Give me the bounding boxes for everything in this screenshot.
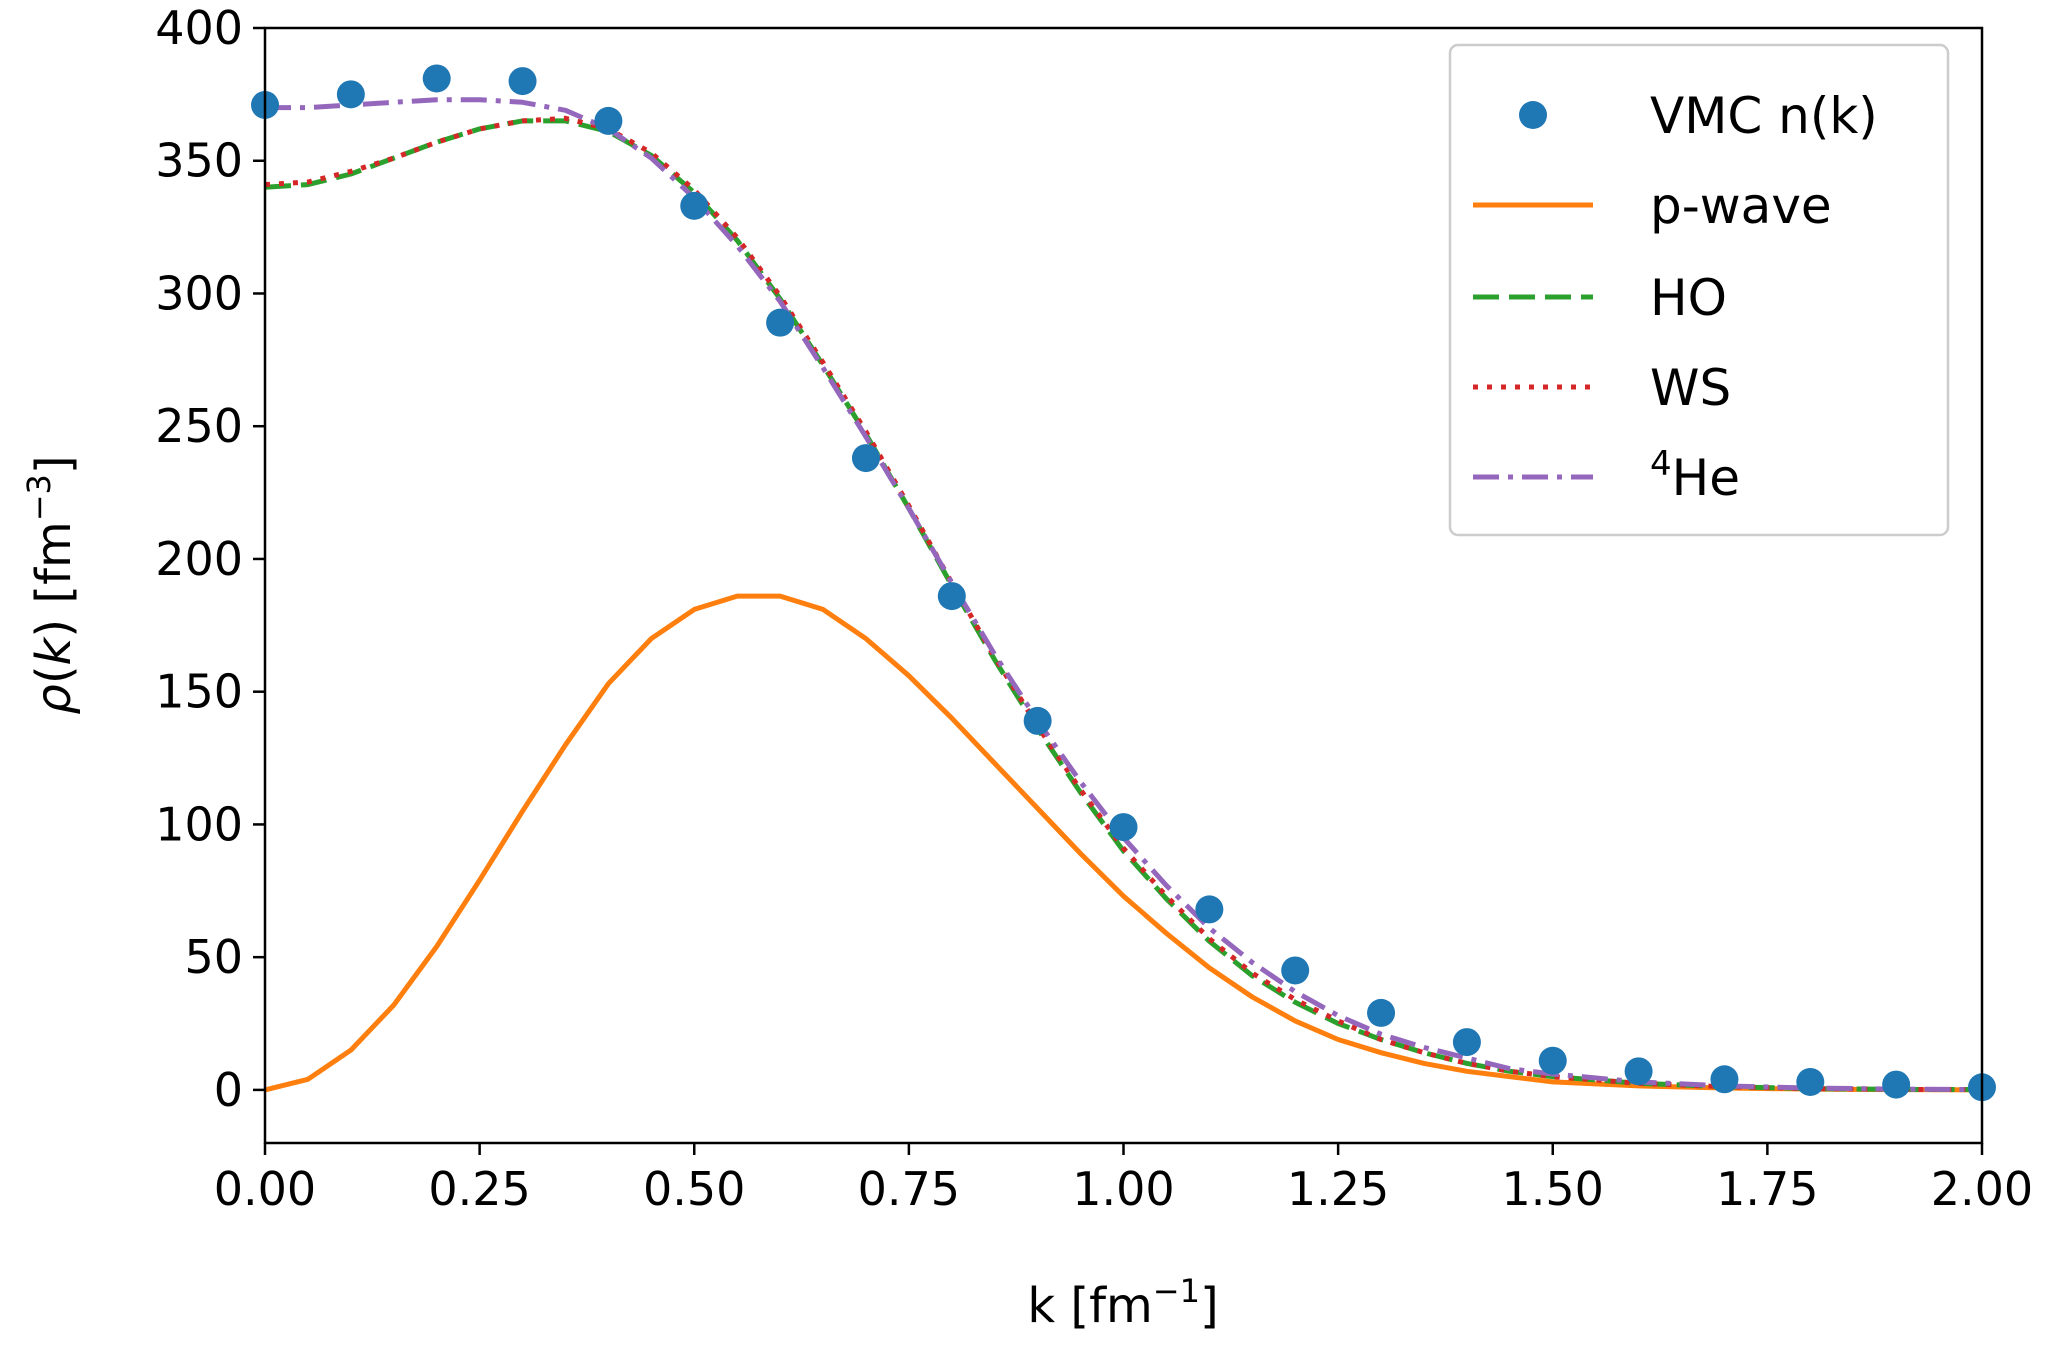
- x-axis: 0.00 0.25 0.50 0.75 1.00 1.25 1.50 1.75 2.00: [214, 1143, 2033, 1216]
- series-line-p-wave: [265, 593, 1982, 1093]
- series-line-ws: [265, 115, 1982, 1093]
- x-tick-label: 0.00: [214, 1162, 316, 1216]
- legend-label-ws: WS: [1650, 359, 1731, 417]
- y-tick-label: 150: [155, 665, 243, 719]
- y-tick-label: 400: [155, 1, 243, 55]
- y-tick-label: 100: [155, 797, 243, 851]
- legend-label-p-wave: p-wave: [1650, 177, 1832, 235]
- vmc-point: [1281, 956, 1310, 985]
- x-axis-label: k [fm−1]: [1027, 1272, 1218, 1334]
- legend-box: [1448, 43, 1950, 537]
- vmc-point: [1367, 998, 1396, 1027]
- vmc-point: [937, 582, 966, 611]
- y-axis: 0 50 100 150 200 250 300 350 400: [155, 1, 265, 1117]
- legend-label-he4: 4He: [1650, 444, 1740, 507]
- y-tick-label: 350: [155, 134, 243, 188]
- y-axis-label: ρ(k) [fm−3]: [20, 455, 82, 714]
- legend-label-ho: HO: [1650, 269, 1727, 327]
- x-tick-label: 0.25: [428, 1162, 530, 1216]
- vmc-point: [851, 444, 880, 473]
- vmc-point: [680, 191, 709, 220]
- x-tick-label: 2.00: [1931, 1162, 2033, 1216]
- series-line-he4: [265, 97, 1982, 1093]
- vmc-point: [508, 67, 537, 96]
- vmc-markers: [251, 64, 1996, 1102]
- x-tick-label: 0.50: [643, 1162, 745, 1216]
- vmc-point: [336, 80, 365, 109]
- y-tick-label: 200: [155, 532, 243, 586]
- vmc-point: [1109, 813, 1138, 842]
- vmc-point: [1882, 1070, 1911, 1099]
- x-tick-label: 1.25: [1287, 1162, 1389, 1216]
- vmc-point: [1624, 1057, 1653, 1086]
- vmc-point: [1710, 1065, 1739, 1094]
- vmc-point: [594, 106, 623, 135]
- series-layer: [265, 97, 1982, 1093]
- y-tick-label: 0: [214, 1063, 243, 1117]
- x-tick-label: 1.50: [1502, 1162, 1604, 1216]
- x-tick-label: 0.75: [858, 1162, 960, 1216]
- vmc-point: [1538, 1046, 1567, 1075]
- y-tick-label: 250: [155, 399, 243, 453]
- vmc-point: [766, 308, 795, 337]
- vmc-point: [1195, 895, 1224, 924]
- legend: VMC n(k) p-wave HO WS 4He: [1448, 43, 1950, 537]
- x-tick-label: 1.75: [1716, 1162, 1818, 1216]
- vmc-point: [422, 64, 451, 93]
- legend-marker-vmc: [1519, 101, 1547, 129]
- vmc-point: [1796, 1067, 1825, 1096]
- legend-label-vmc: VMC n(k): [1650, 87, 1878, 145]
- vmc-point: [1452, 1028, 1481, 1057]
- y-tick-label: 300: [155, 266, 243, 320]
- y-tick-label: 50: [184, 930, 243, 984]
- x-tick-label: 1.00: [1072, 1162, 1174, 1216]
- vmc-point: [1023, 706, 1052, 735]
